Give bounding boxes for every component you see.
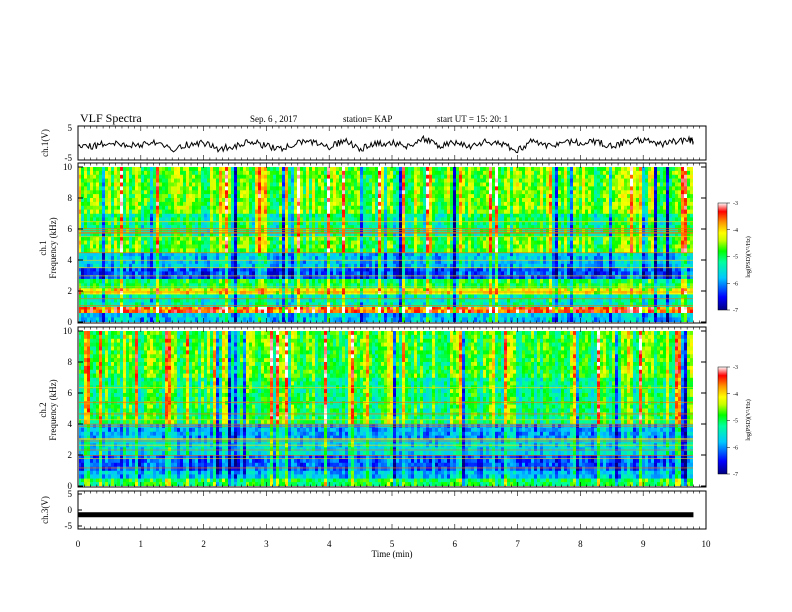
ch2-freq-ytick-label: 6 — [68, 388, 73, 398]
ch1-colorbar — [717, 202, 728, 311]
ch2-freq-ytick-label: 0 — [68, 481, 73, 491]
ch2-colorbar-tick-label: -5 — [733, 419, 738, 425]
ch1-colorbar-tick-label: -5 — [733, 255, 738, 261]
ch1-freq-ytick-label: 10 — [63, 162, 73, 172]
ch2-freq-ytick-label: 10 — [63, 326, 73, 336]
time-tick-label: 8 — [578, 539, 583, 549]
ch1-frequency-ylabel: Frequency (kHz) — [48, 217, 58, 278]
ch1-freq-ytick-label: 6 — [68, 224, 73, 234]
date-label: Sep. 6 , 2017 — [250, 114, 298, 124]
time-tick-label: 0 — [76, 539, 81, 549]
ch1-channel-label: ch.1 — [38, 240, 48, 255]
ch1-freq-ytick-label: 0 — [68, 317, 73, 327]
time-axis-label: Time (min) — [372, 549, 413, 559]
start-time-label: start UT = 15: 20: 1 — [437, 114, 508, 124]
ch1-colorbar-tick-label: -7 — [733, 308, 738, 314]
ch3-waveform-ytick-label: 5 — [68, 489, 73, 499]
ch1-waveform-panel: 5 -5 ch.1(V) — [40, 123, 707, 163]
ch1-waveform-line — [77, 134, 694, 154]
ch2-colorbar-tick-label: -7 — [733, 472, 738, 478]
ch2-frequency-ylabel: Frequency (kHz) — [48, 379, 58, 440]
ch2-colorbar-tick-label: -6 — [733, 445, 738, 451]
ch2-colorbar-tick-label: -4 — [733, 392, 738, 398]
ch1-waveform-ytick-label: -5 — [65, 153, 73, 163]
ch3-waveform-ytick-label: 0 — [68, 505, 73, 515]
time-tick-label: 9 — [641, 539, 646, 549]
ch2-freq-ytick-label: 2 — [68, 450, 73, 460]
ch1-waveform-ytick-label: 5 — [68, 123, 73, 133]
ch2-channel-label: ch.2 — [38, 402, 48, 417]
ch2-freq-ytick-label: 4 — [68, 419, 73, 429]
ch1-colorbar-label: log(PSD)(V²/Hz) — [745, 236, 752, 277]
figure-title: VLF Spectra — [80, 111, 142, 125]
time-tick-label: 4 — [327, 539, 332, 549]
ch3-waveform-ylabel: ch.3(V) — [40, 496, 50, 524]
time-tick-label: 10 — [702, 539, 712, 549]
time-tick-label: 5 — [390, 539, 395, 549]
ch2-colorbar-tick-label: -3 — [733, 365, 738, 371]
ch1-colorbar-tick-label: -6 — [733, 281, 738, 287]
ch3-waveform-panel: 5 0 -5 ch.3(V) — [40, 489, 707, 531]
ch3-waveform-frame — [77, 490, 707, 530]
ch1-freq-ytick-label: 4 — [68, 255, 73, 265]
ch2-colorbar — [717, 366, 728, 475]
ch1-waveform-ylabel: ch.1(V) — [40, 129, 50, 157]
time-tick-label: 3 — [264, 539, 269, 549]
time-tick-label: 2 — [201, 539, 206, 549]
time-tick-label: 1 — [139, 539, 144, 549]
ch1-spectrogram-image — [79, 167, 693, 322]
ch1-colorbar-tick-label: -4 — [733, 228, 738, 234]
time-tick-label: 7 — [515, 539, 520, 549]
time-tick-label: 6 — [453, 539, 458, 549]
time-axis: 0 1 2 3 4 5 6 7 8 9 10 — [76, 126, 711, 549]
ch1-colorbar-tick-label: -3 — [733, 201, 738, 207]
ch1-freq-ytick-label: 8 — [68, 193, 73, 203]
ch1-freq-ytick-label: 2 — [68, 286, 73, 296]
ch3-waveform-ytick-label: -5 — [65, 521, 73, 531]
station-label: station= KAP — [343, 114, 392, 124]
ch2-spectrogram-image — [79, 331, 693, 486]
ch2-freq-ytick-label: 8 — [68, 357, 73, 367]
ch2-colorbar-label: log(PSD)(V²/Hz) — [745, 399, 752, 440]
